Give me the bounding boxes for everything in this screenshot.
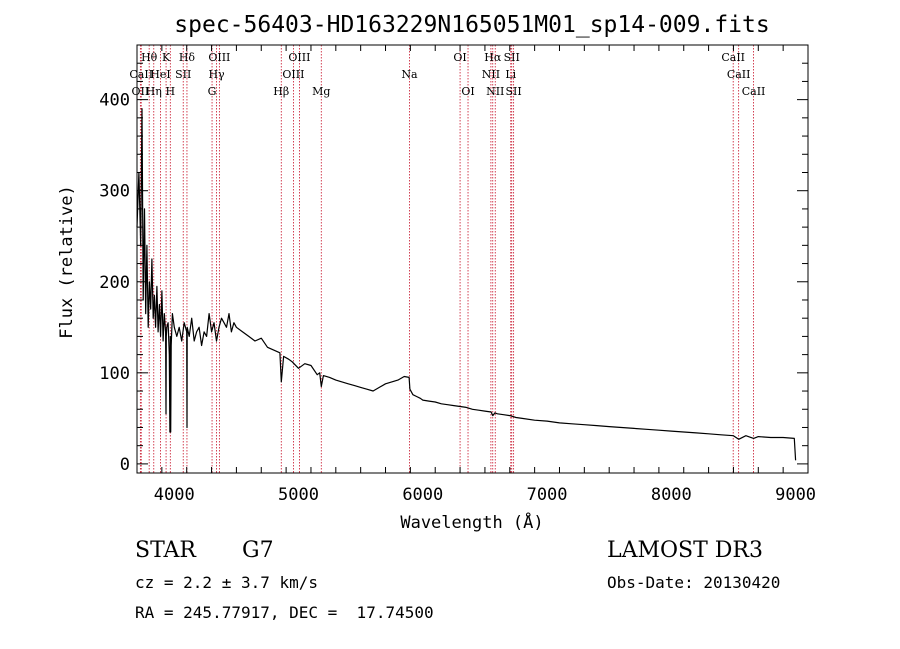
spectral-line-label: K	[162, 51, 171, 64]
spectrum-line	[136, 108, 797, 461]
spectral-line-label: G	[208, 85, 217, 98]
spectral-line-label: SII	[504, 51, 520, 64]
spectral-line-label: CaII	[129, 68, 153, 81]
y-tick-label: 100	[99, 364, 130, 384]
spectral-line-label: OIII	[208, 51, 230, 64]
observation-date: Obs-Date: 20130420	[607, 573, 781, 592]
x-axis-label: Wavelength (Å)	[400, 511, 543, 533]
x-tick-label: 6000	[402, 485, 443, 505]
y-axis-label: Flux (relative)	[57, 185, 77, 339]
y-tick-label: 400	[99, 91, 130, 111]
x-tick-label: 8000	[651, 485, 692, 505]
spectral-line-label: CaII	[727, 68, 751, 81]
x-tick-label: 7000	[527, 485, 568, 505]
plot-frame	[136, 44, 809, 474]
spectral-line-label: Mg	[312, 85, 330, 98]
spectral-line-label: Hη	[146, 85, 162, 98]
spectral-line-label: SII	[175, 68, 191, 81]
spectral-line-label: CaII	[721, 51, 745, 64]
spectral-line-label: H	[166, 85, 176, 98]
x-axis: 4000 5000 6000 7000 8000 9000	[154, 45, 816, 505]
spectral-line-label: OI	[453, 51, 466, 64]
survey-name: LAMOST DR3	[607, 538, 763, 563]
spectral-line-label: Hγ	[208, 68, 225, 81]
y-tick-label: 0	[120, 455, 130, 475]
redshift-text: cz = 2.2 ± 3.7 km/s	[135, 573, 319, 592]
spectral-line-label: NII	[482, 68, 500, 81]
spectral-line-label: NII	[486, 85, 504, 98]
object-subclass: G7	[242, 538, 274, 563]
spectral-line-label: OIII	[282, 68, 304, 81]
spectral-line-label: OI	[461, 85, 474, 98]
x-tick-label: 9000	[775, 485, 816, 505]
coordinates-text: RA = 245.77917, DEC = 17.74500	[135, 603, 434, 622]
spectral-line-label: Hδ	[179, 51, 196, 64]
object-class: STAR	[135, 538, 196, 563]
spectral-line-label: OIII	[288, 51, 310, 64]
spectral-line-label: OII	[131, 85, 149, 98]
y-axis: 0 100 200 300 400	[99, 62, 808, 475]
spectral-line-label: Li	[505, 68, 516, 81]
spectral-line-label: CaII	[742, 85, 766, 98]
chart-title: spec-56403-HD163229N165051M01_sp14-009.f…	[174, 12, 769, 38]
spectral-line-label: Hβ	[273, 85, 289, 98]
spectral-line-label: SII	[506, 85, 522, 98]
x-tick-label: 5000	[278, 485, 319, 505]
y-tick-label: 200	[99, 273, 130, 293]
x-tick-label: 4000	[154, 485, 195, 505]
spectral-line-label: Hθ	[141, 51, 158, 64]
spectral-line-markers	[139, 45, 754, 473]
spectral-line-label: HeI	[150, 68, 170, 81]
spectral-line-label: Hα	[484, 51, 502, 64]
spectral-line-label: Na	[401, 68, 418, 81]
y-tick-label: 300	[99, 182, 130, 202]
